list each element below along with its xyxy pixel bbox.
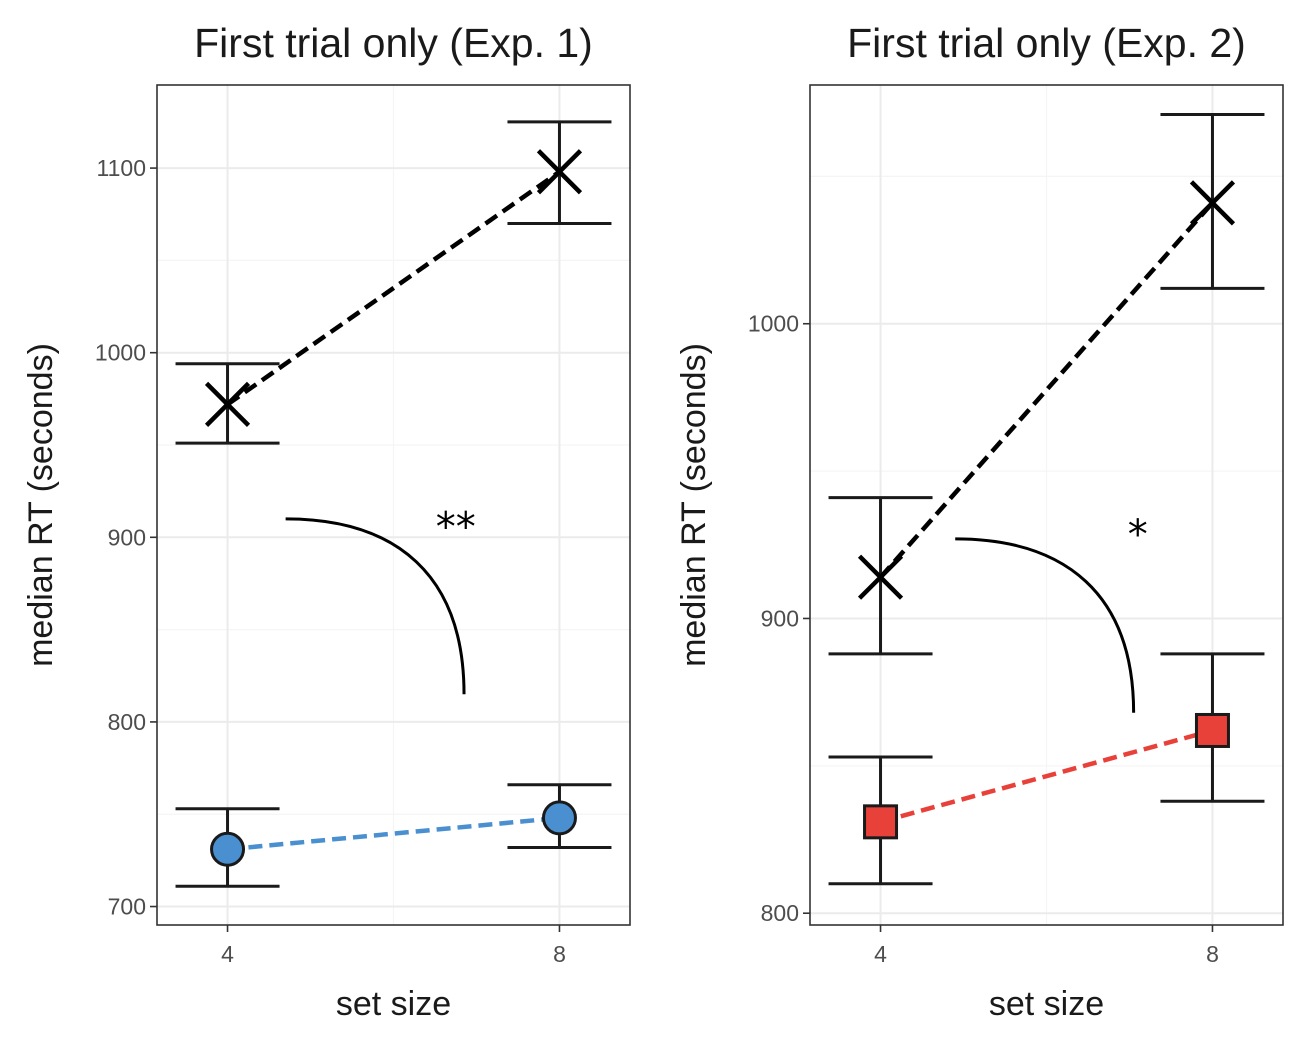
data-point-circle bbox=[541, 800, 577, 836]
significance-label-exp2: * bbox=[1128, 512, 1148, 558]
y-tick-label-1100: 1100 bbox=[97, 155, 146, 181]
panel-exp1: ** 700 800 900 1000 1100 4 8 First trial only … bbox=[22, 20, 631, 1023]
interaction-arc-exp2 bbox=[955, 537, 1136, 713]
x-tick-label-8: 8 bbox=[1206, 941, 1219, 967]
data-point-square bbox=[1194, 712, 1230, 748]
series-circle-exp1 bbox=[175, 783, 612, 888]
series-line-circle bbox=[227, 815, 560, 852]
chart-title-exp1: First trial only (Exp. 1) bbox=[194, 20, 593, 66]
y-tick-label-800: 800 bbox=[761, 900, 799, 926]
data-point-x bbox=[857, 554, 904, 600]
series-line-x bbox=[226, 169, 561, 407]
data-point-x bbox=[204, 381, 251, 427]
significance-label-exp1: ** bbox=[436, 505, 476, 551]
axes-exp2: 800 900 1000 4 8 bbox=[748, 311, 1219, 967]
y-tick-label-1000: 1000 bbox=[748, 311, 799, 337]
x-tick-label-4: 4 bbox=[221, 941, 234, 967]
axes-exp1: 700 800 900 1000 1100 4 8 bbox=[95, 155, 566, 967]
x-axis-title-exp2: set size bbox=[989, 985, 1104, 1023]
annotation-exp1: ** bbox=[285, 505, 476, 695]
x-tick-label-4: 4 bbox=[874, 941, 887, 967]
interaction-arc-exp1 bbox=[285, 517, 466, 695]
y-axis-title-exp2: median RT (seconds) bbox=[675, 343, 713, 667]
series-square-exp2 bbox=[828, 652, 1265, 886]
x-marker-stroke bbox=[1189, 180, 1236, 226]
gridlines-exp1 bbox=[157, 85, 630, 925]
data-point-x bbox=[1189, 180, 1236, 226]
data-point-x bbox=[536, 149, 583, 195]
x-tick-label-8: 8 bbox=[553, 941, 566, 967]
y-tick-label-800: 800 bbox=[108, 709, 146, 735]
plot-border-exp2 bbox=[809, 84, 1284, 926]
y-tick-label-700: 700 bbox=[108, 894, 146, 920]
y-tick-label-1000: 1000 bbox=[95, 340, 146, 366]
data-point-square bbox=[863, 804, 899, 840]
plot-border-exp1 bbox=[156, 84, 631, 926]
series-x-exp1 bbox=[175, 120, 612, 445]
x-axis-title-exp1: set size bbox=[336, 985, 451, 1023]
series-line-square bbox=[879, 728, 1214, 825]
y-tick-label-900: 900 bbox=[108, 524, 146, 550]
y-tick-label-900: 900 bbox=[761, 605, 799, 631]
x-marker-stroke bbox=[536, 149, 583, 195]
series-exp2 bbox=[828, 112, 1265, 886]
series-exp1 bbox=[175, 120, 612, 888]
y-axis-title-exp1: median RT (seconds) bbox=[22, 343, 60, 667]
panel-exp2: * 800 900 1000 4 8 First trial only (Exp. 2)… bbox=[675, 20, 1284, 1023]
annotation-exp2: * bbox=[955, 512, 1148, 713]
series-x-exp2 bbox=[828, 112, 1265, 656]
x-marker-stroke bbox=[857, 554, 904, 600]
chart-title-exp2: First trial only (Exp. 2) bbox=[847, 20, 1246, 66]
x-marker-stroke bbox=[204, 381, 251, 427]
data-point-circle bbox=[210, 831, 246, 867]
